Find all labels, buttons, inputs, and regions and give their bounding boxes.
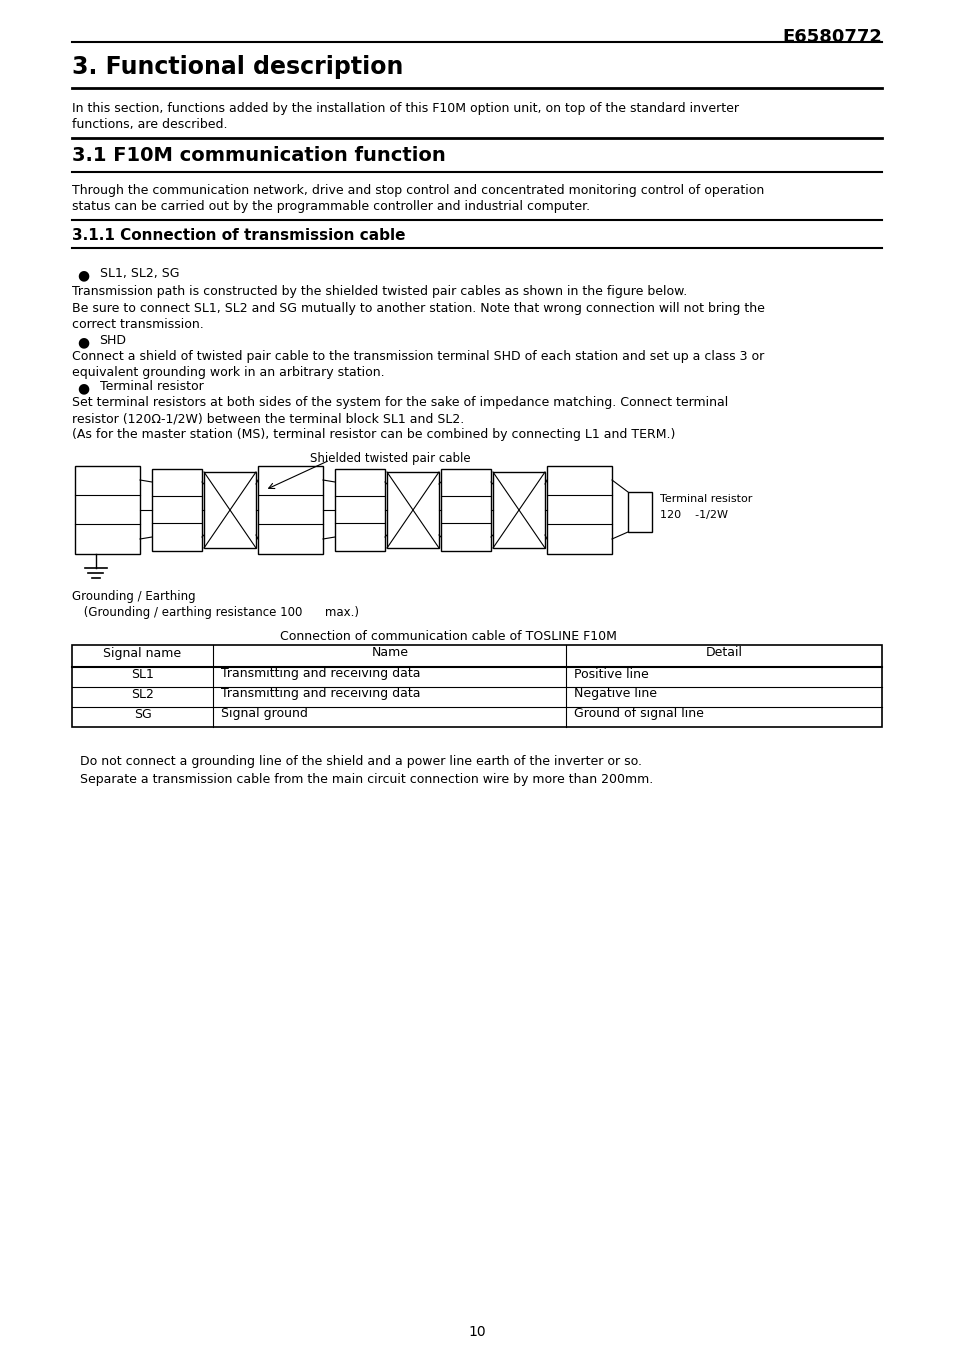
Text: SL1: SL1 [131, 667, 153, 681]
Text: Name: Name [371, 647, 408, 659]
Text: status can be carried out by the programmable controller and industrial computer: status can be carried out by the program… [71, 200, 589, 213]
Text: Transmission path is constructed by the shielded twisted pair cables as shown in: Transmission path is constructed by the … [71, 285, 686, 299]
Text: Terminal resistor: Terminal resistor [99, 380, 203, 393]
Text: Ground of signal line: Ground of signal line [574, 708, 703, 720]
Text: Connect a shield of twisted pair cable to the transmission terminal SHD of each : Connect a shield of twisted pair cable t… [71, 350, 763, 363]
Text: 3. Functional description: 3. Functional description [71, 55, 402, 78]
Bar [387, 471, 438, 549]
Text: 10: 10 [468, 1325, 485, 1339]
Text: Signal name: Signal name [103, 647, 181, 659]
Text: Detail: Detail [705, 647, 742, 659]
Text: 3.1 F10M communication function: 3.1 F10M communication function [71, 146, 445, 165]
Bar [257, 466, 323, 554]
Text: Grounding / Earthing: Grounding / Earthing [71, 590, 195, 603]
Bar [335, 469, 385, 551]
Text: ●: ● [77, 335, 90, 349]
Text: Set terminal resistors at both sides of the system for the sake of impedance mat: Set terminal resistors at both sides of … [71, 396, 727, 409]
Text: 3.1.1 Connection of transmission cable: 3.1.1 Connection of transmission cable [71, 228, 405, 243]
Bar [493, 471, 544, 549]
Text: Negative line: Negative line [574, 688, 657, 701]
Text: Through the communication network, drive and stop control and concentrated monit: Through the communication network, drive… [71, 184, 763, 197]
Text: (Grounding / earthing resistance 100      max.): (Grounding / earthing resistance 100 max… [79, 607, 358, 619]
Bar [152, 469, 202, 551]
Text: Terminal resistor: Terminal resistor [659, 494, 752, 504]
Text: ●: ● [77, 267, 90, 282]
Bar [204, 471, 255, 549]
Text: Shielded twisted pair cable: Shielded twisted pair cable [310, 453, 470, 465]
Text: SL1, SL2, SG: SL1, SL2, SG [99, 267, 179, 280]
Text: resistor (120Ω-1/2W) between the terminal block SL1 and SL2.: resistor (120Ω-1/2W) between the termina… [71, 412, 463, 426]
Text: 120    -1/2W: 120 -1/2W [659, 509, 727, 520]
Text: E6580772: E6580772 [781, 28, 882, 46]
Text: Be sure to connect SL1, SL2 and SG mutually to another station. Note that wrong : Be sure to connect SL1, SL2 and SG mutua… [71, 303, 763, 315]
Bar [627, 492, 651, 532]
Text: Connection of communication cable of TOSLINE F10M: Connection of communication cable of TOS… [280, 630, 617, 643]
Bar [75, 466, 140, 554]
Text: Transmitting and receiving data: Transmitting and receiving data [221, 688, 420, 701]
Text: SG: SG [133, 708, 152, 720]
Text: Positive line: Positive line [574, 667, 648, 681]
Text: (As for the master station (MS), terminal resistor can be combined by connecting: (As for the master station (MS), termina… [71, 428, 674, 440]
Text: equivalent grounding work in an arbitrary station.: equivalent grounding work in an arbitrar… [71, 366, 384, 380]
Bar [71, 644, 882, 727]
Text: SL2: SL2 [131, 688, 153, 701]
Text: functions, are described.: functions, are described. [71, 118, 227, 131]
Text: Separate a transmission cable from the main circuit connection wire by more than: Separate a transmission cable from the m… [71, 773, 652, 786]
Text: In this section, functions added by the installation of this F10M option unit, o: In this section, functions added by the … [71, 101, 738, 115]
Bar [546, 466, 612, 554]
Text: correct transmission.: correct transmission. [71, 317, 203, 331]
Text: SHD: SHD [99, 334, 127, 347]
Bar [440, 469, 491, 551]
Text: Signal ground: Signal ground [221, 708, 308, 720]
Text: Do not connect a grounding line of the shield and a power line earth of the inve: Do not connect a grounding line of the s… [71, 755, 640, 767]
Text: ●: ● [77, 381, 90, 394]
Text: Transmitting and receiving data: Transmitting and receiving data [221, 667, 420, 681]
